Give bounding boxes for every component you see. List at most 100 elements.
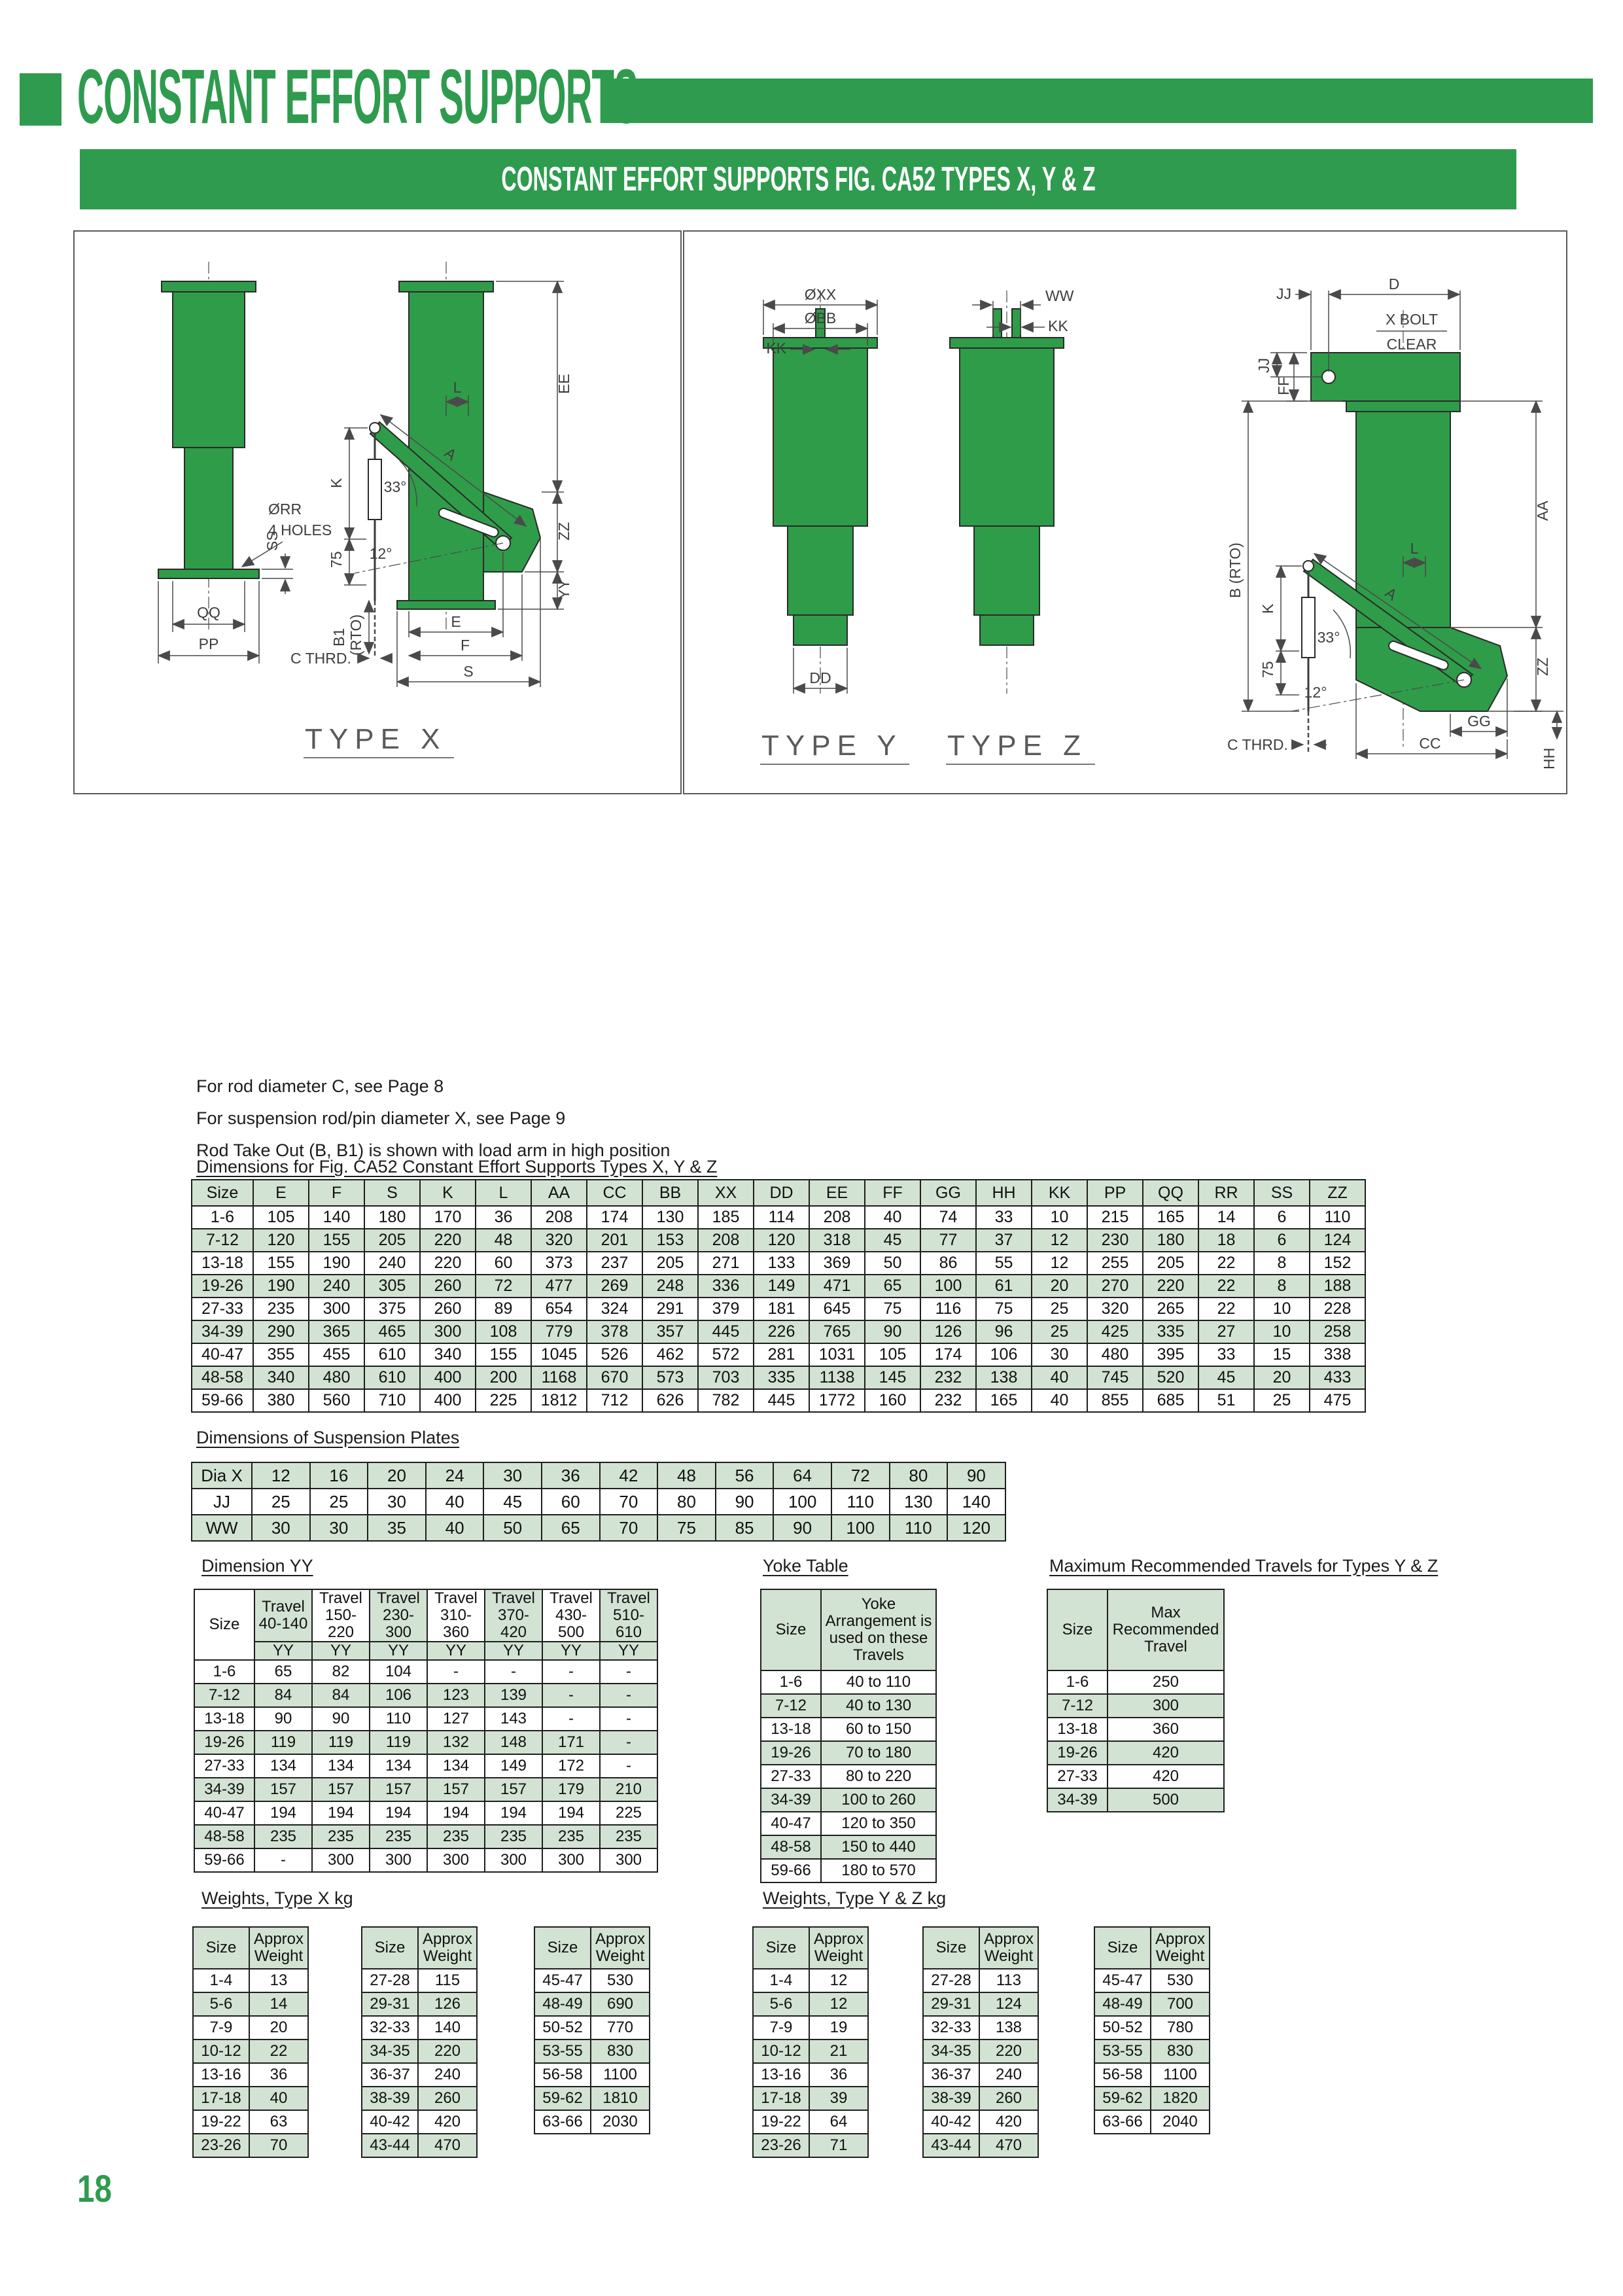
table-cell: 703 [697, 1366, 754, 1390]
table-cell: 120 [253, 1228, 309, 1252]
table-cell: 40-47 [191, 1343, 254, 1367]
table-cell: 230 [1087, 1228, 1143, 1252]
table-cell: 25 [1031, 1297, 1088, 1321]
table-cell: 27-33 [760, 1764, 822, 1789]
table-row: 43-44 470 [361, 2133, 478, 2158]
table-cell: 340 [253, 1366, 309, 1390]
table-cell: 240 [364, 1251, 421, 1275]
table-row: 53-55 830 [1094, 2039, 1210, 2064]
table-row: 1-6 65 82 104- - - - [194, 1659, 658, 1684]
table-cell: 782 [697, 1388, 754, 1413]
table-cell: 45 [864, 1228, 921, 1252]
table-cell: 300 [484, 1847, 543, 1873]
dim-label-b-rto: B (RTO) [1227, 542, 1244, 598]
table-row: 29-31 126 [361, 1992, 478, 2017]
table-cell: 127 [427, 1706, 485, 1731]
table-row: 59-66 180 to 570 [760, 1858, 937, 1883]
table-cell: 155 [308, 1228, 365, 1252]
table-cell: 106 [369, 1682, 428, 1708]
dim-label-dd: DD [809, 669, 831, 686]
table-cell: 194 [254, 1800, 313, 1826]
table-cell: 90 [254, 1706, 313, 1731]
table-header-cell: Travel 230- 300 [369, 1589, 428, 1642]
table-cell: 110 [369, 1706, 428, 1731]
table-cell: 120 [753, 1228, 810, 1252]
table-cell: 157 [254, 1776, 313, 1802]
table-cell: - [427, 1659, 485, 1684]
table-header-cell: QQ [1142, 1179, 1199, 1207]
table-header-cell: Size [534, 1926, 591, 1969]
table-cell: 60 to 150 [820, 1717, 937, 1742]
table-cell: 19-26 [760, 1740, 822, 1765]
table-cell: 13-18 [760, 1717, 822, 1742]
table-cell: 180 [364, 1205, 421, 1229]
table-row: 27-28 115 [361, 1968, 478, 1993]
table-cell: 61 [975, 1274, 1032, 1298]
table-cell: 420 [979, 2110, 1039, 2134]
table-cell: 205 [364, 1228, 421, 1252]
table-cell: 338 [1309, 1343, 1366, 1367]
table-cell: 89 [475, 1297, 532, 1321]
table-row: 45-47 530 [534, 1968, 650, 1993]
table-cell: 220 [1142, 1274, 1199, 1298]
weights-yz-table-3: Size Approx Weight 45-47 530 48-49 700 50-52 78… [1094, 1926, 1210, 2134]
table-cell: 45 [1198, 1366, 1255, 1390]
table-cell: 300 [427, 1847, 485, 1873]
table-cell: 260 [419, 1274, 476, 1298]
heading-suspension-plates: Dimensions of Suspension Plates [196, 1428, 460, 1447]
table-cell: 5-6 [752, 1992, 810, 2017]
table-cell: 22 [1198, 1297, 1255, 1321]
table-row: WW 30 30 35 40 50 65 70 75 85 90 100 110 120 [191, 1514, 1006, 1542]
table-header-cell: F [308, 1179, 365, 1207]
table-cell: 380 [253, 1388, 309, 1413]
dim-label-hh: HH [1541, 748, 1558, 769]
table-cell: 48 [657, 1462, 716, 1489]
table-cell: 53-55 [1094, 2039, 1151, 2064]
table-header-cell: YY [484, 1640, 543, 1661]
table-cell: - [599, 1729, 658, 1755]
table-row: 63-66 2030 [534, 2110, 650, 2134]
table-row: 1-4 12 [752, 1968, 869, 1993]
table-cell: 36 [809, 2062, 869, 2087]
table-cell: 34-39 [760, 1788, 822, 1812]
table-row: 48-49 690 [534, 1992, 650, 2017]
table-cell: 36 [475, 1205, 532, 1229]
table-cell: 420 [1107, 1740, 1225, 1765]
note-suspension-rod: For suspension rod/pin diameter X, see P… [196, 1108, 566, 1128]
table-cell: 157 [484, 1776, 543, 1802]
heading-max-travels: Maximum Recommended Travels for Types Y … [1049, 1556, 1439, 1576]
table-row: 17-18 40 [192, 2086, 309, 2111]
dim-label-12: 12° [370, 545, 393, 562]
table-cell: 420 [417, 2110, 478, 2134]
table-cell: 560 [308, 1388, 365, 1413]
table-cell: 119 [369, 1729, 428, 1755]
dim-label-s: S [463, 663, 473, 680]
table-row: 43-44 470 [922, 2133, 1039, 2158]
table-cell: 200 [475, 1366, 532, 1390]
table-cell: 830 [590, 2039, 650, 2064]
table-cell: 105 [253, 1205, 309, 1229]
table-cell: 34-39 [1047, 1788, 1108, 1812]
table-cell: 96 [975, 1320, 1032, 1344]
table-cell: 7-9 [752, 2015, 810, 2040]
table-cell: 36 [540, 1462, 601, 1489]
table-cell: 143 [484, 1706, 543, 1731]
table-cell: 85 [714, 1514, 775, 1542]
table-cell: 134 [254, 1753, 313, 1778]
table-cell: 291 [642, 1297, 699, 1321]
table-cell: 378 [586, 1320, 643, 1344]
table-cell: 165 [975, 1388, 1032, 1413]
table-cell: 138 [979, 2015, 1039, 2040]
table-cell: 140 [417, 2015, 478, 2040]
table-header-cell: YY [369, 1640, 428, 1661]
table-cell: 106 [975, 1343, 1032, 1367]
table-cell: 39 [809, 2086, 869, 2111]
table-row: 34-39 100 to 260 [760, 1788, 937, 1812]
dim-label-kk-z: KK [1048, 317, 1068, 334]
table-row: 19-26 70 to 180 [760, 1740, 937, 1765]
table-cell: 20 [1253, 1366, 1310, 1390]
table-cell: 51 [1198, 1388, 1255, 1413]
table-row: 40-47 194 194 194 194 194 194 225 [194, 1800, 658, 1826]
table-cell: 80 to 220 [820, 1764, 937, 1789]
table-cell: 365 [308, 1320, 365, 1344]
